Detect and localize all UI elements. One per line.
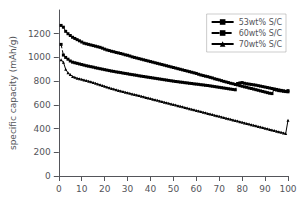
svg-text:1200: 1200 <box>28 29 51 39</box>
svg-text:60: 60 <box>191 184 203 194</box>
svg-text:50: 50 <box>168 184 180 194</box>
svg-text:800: 800 <box>34 76 51 86</box>
svg-text:40: 40 <box>145 184 157 194</box>
svg-text:200: 200 <box>34 147 51 157</box>
svg-text:0: 0 <box>56 184 62 194</box>
svg-text:90: 90 <box>259 184 271 194</box>
svg-text:400: 400 <box>34 124 51 134</box>
svg-text:60wt% S/C: 60wt% S/C <box>239 29 283 38</box>
svg-text:70: 70 <box>214 184 226 194</box>
svg-text:20: 20 <box>99 184 111 194</box>
svg-text:30: 30 <box>122 184 134 194</box>
svg-text:10: 10 <box>76 184 88 194</box>
svg-text:100: 100 <box>279 184 296 194</box>
svg-text:80: 80 <box>236 184 248 194</box>
svg-text:1000: 1000 <box>28 52 51 62</box>
svg-text:53wt% S/C: 53wt% S/C <box>239 18 283 27</box>
svg-text:0: 0 <box>45 171 51 181</box>
svg-text:specific capacity (mAh/g): specific capacity (mAh/g) <box>8 36 18 150</box>
svg-text:600: 600 <box>34 100 51 110</box>
svg-text:70wt% S/C: 70wt% S/C <box>239 40 283 49</box>
